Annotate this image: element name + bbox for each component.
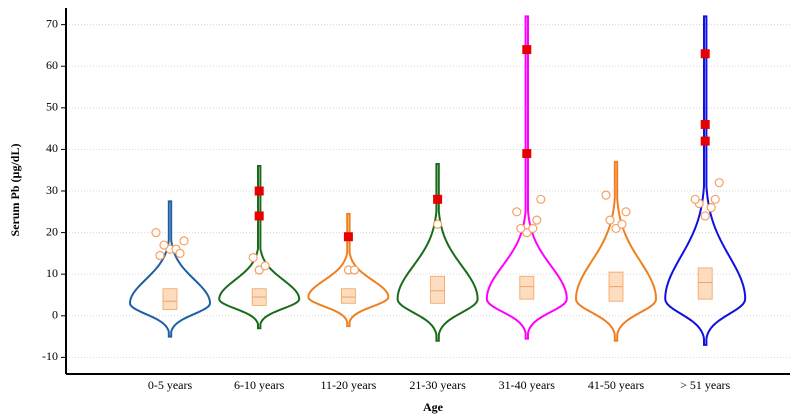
near-outlier [601,190,611,200]
far-outlier [254,211,264,221]
violin [574,160,658,342]
near-outlier [714,178,724,188]
far-outlier [522,149,532,159]
y-axis-label: Serum Pb (µg/dL) [8,144,22,237]
box [697,267,713,300]
y-tick-label: 20 [46,224,58,238]
y-tick-label: 10 [46,266,58,280]
y-tick-label: -10 [42,349,58,363]
near-outlier [528,223,538,234]
near-outlier [605,215,615,225]
near-outlier [179,236,189,246]
near-outlier [155,250,165,261]
violin [129,200,211,338]
x-tick-label: 31-40 years [499,378,556,392]
x-tick-label: > 51 years [680,378,730,392]
x-tick-label: 11-20 years [320,378,376,392]
near-outlier [349,265,359,275]
near-outlier [690,194,700,204]
near-outlier [512,207,522,217]
far-outlier [254,186,264,196]
y-tick-label: 60 [46,58,58,72]
violin [396,162,479,342]
box [340,288,356,304]
far-outlier [343,232,353,242]
violin [664,15,747,346]
x-axis-label: Age [423,400,444,414]
x-tick-label: 21-30 years [409,378,466,392]
near-outlier [433,219,443,229]
violin [307,212,390,328]
far-outlier [700,119,710,129]
x-tick-label: 41-50 years [588,378,645,392]
x-tick-label: 0-5 years [148,378,193,392]
near-outlier [536,194,546,204]
near-outlier [175,248,185,258]
near-outlier [617,219,627,229]
y-tick-label: 70 [46,16,58,30]
y-tick-label: 30 [46,183,58,197]
near-outlier [710,194,720,204]
y-tick-label: 0 [52,308,58,322]
y-tick-label: 40 [46,141,58,155]
y-tick-label: 50 [46,100,58,114]
violin [218,165,301,330]
box [519,275,535,300]
far-outlier [522,45,532,55]
far-outlier [700,49,710,59]
near-outlier [532,215,542,225]
near-outlier [248,252,258,263]
near-outlier [706,203,716,213]
far-outlier [433,194,443,204]
box [430,275,446,304]
near-outlier [159,240,169,250]
near-outlier [516,223,526,234]
near-outlier [151,227,161,238]
far-outlier [700,136,710,146]
near-outlier [621,207,631,217]
near-outlier [700,211,710,221]
box [162,288,178,310]
x-tick-label: 6-10 years [234,378,285,392]
near-outlier [260,261,270,271]
